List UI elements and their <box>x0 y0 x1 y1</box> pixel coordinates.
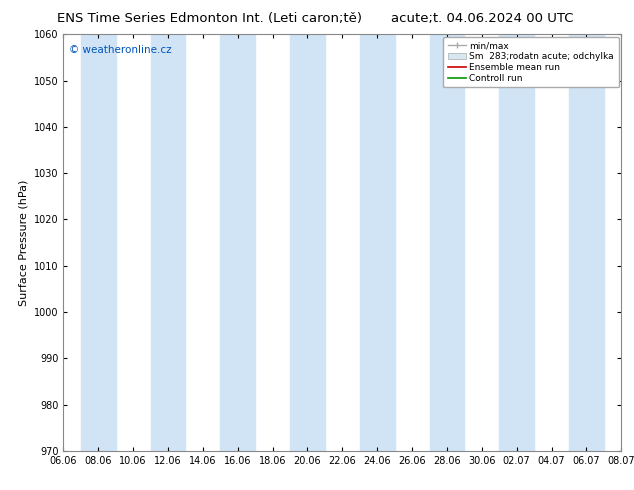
Bar <box>500 34 534 451</box>
Text: ENS Time Series Edmonton Int. (Leti caron;tě): ENS Time Series Edmonton Int. (Leti caro… <box>56 12 362 25</box>
Legend: min/max, Sm  283;rodatn acute; odchylka, Ensemble mean run, Controll run: min/max, Sm 283;rodatn acute; odchylka, … <box>443 37 619 87</box>
Y-axis label: Surface Pressure (hPa): Surface Pressure (hPa) <box>18 179 29 306</box>
Text: © weatheronline.cz: © weatheronline.cz <box>69 45 172 55</box>
Bar <box>359 34 394 451</box>
Bar <box>569 34 604 451</box>
Text: acute;t. 04.06.2024 00 UTC: acute;t. 04.06.2024 00 UTC <box>391 12 573 25</box>
Bar <box>150 34 185 451</box>
Bar <box>429 34 464 451</box>
Bar <box>221 34 255 451</box>
Bar <box>81 34 116 451</box>
Bar <box>290 34 325 451</box>
